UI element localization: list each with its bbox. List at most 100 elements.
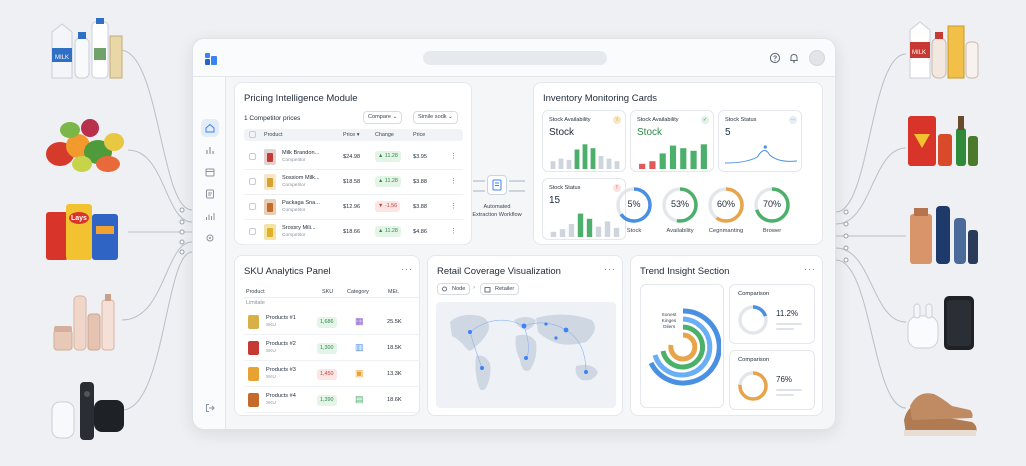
gauge-arc: [616, 187, 652, 223]
workflow-node[interactable]: [487, 175, 507, 195]
compare-dropdown[interactable]: Compare ⌄: [363, 111, 403, 124]
comparison-card[interactable]: Comparison 11.2%: [729, 284, 815, 344]
snack-chips-image: Lays: [46, 204, 118, 260]
sku-col-category[interactable]: Category: [347, 289, 369, 295]
sidebar-item-analytics[interactable]: [201, 207, 219, 225]
product-name[interactable]: Products #3: [266, 367, 296, 373]
comparison-ring: [738, 305, 768, 335]
pricing-title: Pricing Intelligence Module: [244, 93, 358, 104]
sort-icon: ▾: [356, 132, 360, 138]
row-checkbox[interactable]: [249, 228, 256, 235]
sidebar-item-settings[interactable]: [201, 229, 219, 247]
table-row[interactable]: Products #2 SKU 1,300 ▥ 18.5K: [244, 335, 420, 361]
stat-sparkline: [550, 144, 620, 169]
table-row[interactable]: Milk Brandon... Competitor $24.98 ▲ 11.28 $3…: [244, 144, 463, 170]
sku-count-badge: 1,686: [317, 317, 337, 328]
retailer-filter-chip[interactable]: Retailer: [480, 283, 520, 295]
row-checkbox[interactable]: [249, 178, 256, 185]
calendar-icon: [205, 168, 215, 177]
row-menu-icon[interactable]: ⋮: [450, 228, 457, 235]
alert-icon[interactable]: !: [613, 184, 621, 192]
sku-more-icon[interactable]: ···: [401, 264, 413, 274]
table-row[interactable]: Packaga Sna... Competitor $12.96 ▼ -1.56 $3.…: [244, 194, 463, 220]
trend-donut-chart[interactable]: [645, 305, 721, 389]
sku-table-header: Product SKU Category MEt.: [244, 286, 420, 298]
help-icon[interactable]: [769, 52, 781, 64]
world-map[interactable]: [436, 302, 616, 408]
trend-donut-card: Sonest Kinges Oilers: [640, 284, 724, 408]
product-name[interactable]: Sossiom Milk...: [282, 175, 320, 181]
node-filter-chip[interactable]: Node: [437, 283, 471, 295]
sparkline-bar: [639, 163, 646, 169]
gauge-value: 60%: [716, 199, 735, 209]
gauge-ring[interactable]: [706, 185, 746, 225]
table-row[interactable]: Srossry Mili... Competitor $18.66 ▲ 11.28 $4…: [244, 219, 463, 245]
sku-col-met[interactable]: MEt.: [388, 289, 400, 295]
gauge-ring[interactable]: [614, 185, 654, 225]
sneakers-image: [904, 393, 977, 436]
bars-icon[interactable]: ▥: [355, 342, 364, 352]
product-name[interactable]: Products #2: [266, 341, 296, 347]
row-menu-icon[interactable]: ⋮: [450, 203, 457, 210]
product-name[interactable]: Packaga Sna...: [282, 200, 320, 206]
inventory-stat-card[interactable]: Stock Status 15!: [542, 178, 626, 240]
stat-value: Stock: [549, 127, 575, 138]
comparison-card[interactable]: Comparison 76%: [729, 350, 815, 410]
product-source: Competitor: [282, 183, 306, 188]
ring-arc: [738, 371, 768, 401]
bell-icon[interactable]: [788, 52, 800, 64]
select-all-checkbox[interactable]: [249, 131, 256, 138]
sku-col-product[interactable]: Product: [246, 289, 265, 295]
sidebar-item-logout[interactable]: [201, 399, 219, 417]
inventory-monitoring-card: Inventory Monitoring Cards Stock Availab…: [533, 82, 823, 245]
chevron-right-icon: ›: [473, 285, 475, 291]
product-name[interactable]: Products #4: [266, 393, 296, 399]
sidebar-item-calendar[interactable]: [201, 163, 219, 181]
workflow-arrows: [473, 180, 525, 192]
competitor-price: $3.95: [413, 154, 427, 160]
grid-icon[interactable]: ▦: [355, 316, 364, 326]
column-product[interactable]: Product: [264, 132, 283, 138]
layers-icon[interactable]: ▤: [355, 394, 364, 404]
box-icon[interactable]: ▣: [355, 368, 364, 378]
column-change[interactable]: Change: [375, 132, 394, 138]
gauge-ring[interactable]: [660, 185, 700, 225]
row-menu-icon[interactable]: ⋮: [450, 178, 457, 185]
check-icon[interactable]: ✓: [701, 116, 709, 124]
sidebar-item-reports[interactable]: [201, 141, 219, 159]
sort-dropdown[interactable]: Simile sodk ⌄: [413, 111, 458, 124]
sparkline-bar: [568, 224, 575, 237]
product-name[interactable]: Srossry Mili...: [282, 225, 316, 231]
row-checkbox[interactable]: [249, 203, 256, 210]
avatar[interactable]: [809, 50, 825, 66]
sidebar-item-documents[interactable]: [201, 185, 219, 203]
table-row[interactable]: Products #3 SKU 1,450 ▣ 13.3K: [244, 361, 420, 387]
trend-more-icon[interactable]: ···: [804, 264, 816, 274]
table-row[interactable]: Sossiom Milk... Competitor $18.58 ▲ 11.28 $3…: [244, 169, 463, 195]
row-checkbox[interactable]: [249, 153, 256, 160]
more-icon[interactable]: ···: [789, 116, 797, 124]
product-name[interactable]: Products #1: [266, 315, 296, 321]
sparkline-bar: [574, 149, 580, 169]
info-icon[interactable]: i: [613, 116, 621, 124]
product-price: $24.98: [343, 154, 361, 160]
column-price-2[interactable]: Price: [413, 132, 426, 138]
coverage-more-icon[interactable]: ···: [604, 264, 616, 274]
inventory-stat-card[interactable]: Stock Availability Stock ✓: [630, 110, 714, 172]
inventory-stat-card[interactable]: Stock Availability Stock i: [542, 110, 626, 172]
stat-value: 5: [725, 127, 731, 138]
sku-col-sku[interactable]: SKU: [322, 289, 334, 295]
column-price[interactable]: Price ▾: [343, 132, 360, 138]
sku-metric: 18.6K: [387, 397, 402, 403]
home-icon: [205, 123, 215, 133]
search-bar[interactable]: [423, 51, 607, 65]
table-row[interactable]: Products #4 SKU 1,390 ▤ 18.6K: [244, 387, 420, 413]
table-row[interactable]: Products #1 SKU 1,686 ▦ 25.5K: [244, 309, 420, 335]
product-name[interactable]: Milk Brandon...: [282, 150, 320, 156]
app-logo-icon[interactable]: [204, 52, 218, 66]
inventory-title: Inventory Monitoring Cards: [543, 93, 658, 104]
sidebar-item-home[interactable]: [201, 119, 219, 137]
gauge-ring[interactable]: [752, 185, 792, 225]
inventory-stat-card[interactable]: Stock Status 5 ···: [718, 110, 802, 172]
row-menu-icon[interactable]: ⋮: [450, 153, 457, 160]
